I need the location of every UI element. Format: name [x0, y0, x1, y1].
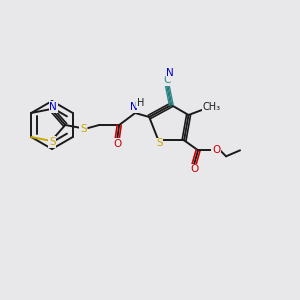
Text: S: S — [80, 124, 86, 134]
Text: O: O — [113, 139, 121, 149]
Text: S: S — [156, 138, 163, 148]
Text: O: O — [212, 145, 220, 155]
Text: N: N — [49, 102, 57, 112]
Text: N: N — [130, 102, 138, 112]
Text: H: H — [136, 98, 144, 108]
Text: O: O — [190, 164, 198, 174]
Text: N: N — [166, 68, 174, 78]
Text: S: S — [49, 137, 56, 147]
Text: C: C — [164, 75, 171, 85]
Text: CH₃: CH₃ — [202, 102, 220, 112]
